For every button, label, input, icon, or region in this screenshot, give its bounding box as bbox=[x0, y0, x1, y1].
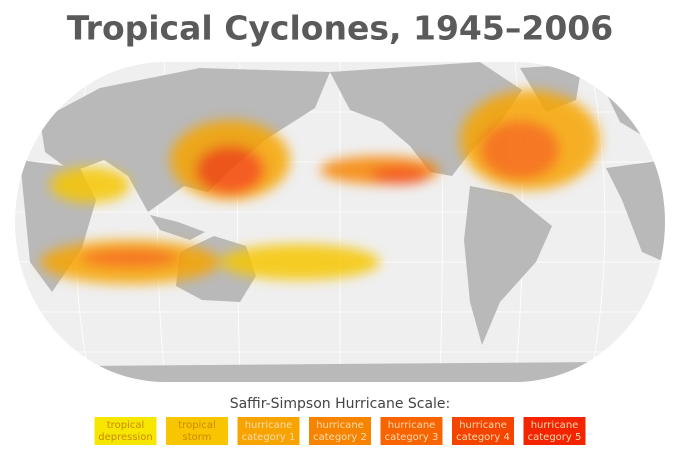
cyclone-tracks bbox=[40, 90, 600, 284]
legend-swatch bbox=[94, 417, 157, 445]
legend-label: category 1 bbox=[242, 432, 296, 443]
legend-label: hurricane bbox=[459, 420, 507, 431]
legend-swatch bbox=[380, 417, 443, 445]
legend-label: hurricane bbox=[245, 420, 293, 431]
title: Tropical Cyclones, 1945–2006 bbox=[67, 9, 613, 48]
legend-label: hurricane bbox=[531, 420, 579, 431]
legend-label: tropical bbox=[107, 420, 144, 431]
legend-swatch bbox=[309, 417, 371, 445]
legend-label: category 2 bbox=[313, 432, 367, 443]
legend-title: Saffir-Simpson Hurricane Scale: bbox=[230, 396, 451, 412]
legend-label: category 3 bbox=[385, 432, 439, 443]
legend-swatch bbox=[166, 417, 228, 445]
map bbox=[15, 62, 665, 382]
legend-label: category 5 bbox=[528, 432, 582, 443]
legend-swatch bbox=[237, 417, 300, 445]
legend: tropicaldepressiontropicalstormhurricane… bbox=[94, 417, 586, 445]
legend-label: storm bbox=[183, 432, 212, 443]
legend-swatch bbox=[452, 417, 514, 445]
legend-label: depression bbox=[98, 432, 153, 443]
legend-label: hurricane bbox=[388, 420, 436, 431]
legend-swatch bbox=[523, 417, 586, 445]
legend-label: hurricane bbox=[316, 420, 364, 431]
legend-label: category 4 bbox=[456, 432, 510, 443]
legend-label: tropical bbox=[178, 420, 215, 431]
